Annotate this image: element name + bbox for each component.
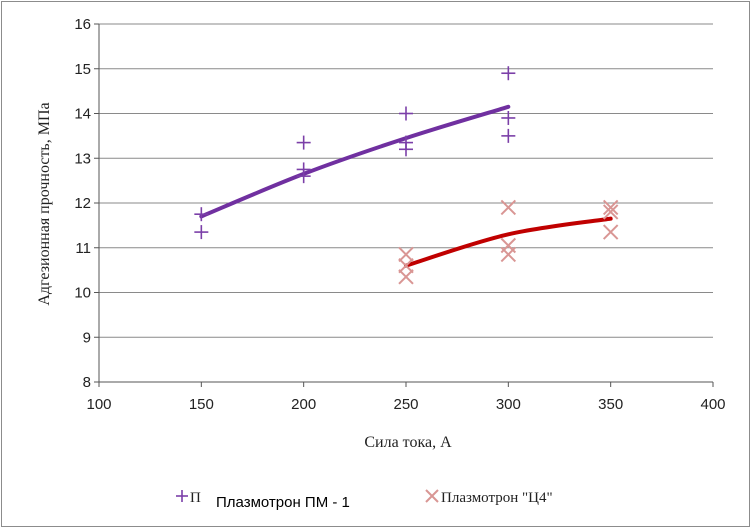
- legend-fragment-1: П: [190, 490, 201, 506]
- y-tick-label: 12: [74, 195, 91, 212]
- legend: П Плазмотрон ПМ - 1 Плазмотрон "Ц4": [176, 489, 553, 511]
- y-tick-label: 11: [75, 240, 91, 257]
- data-point-series-2: [602, 204, 619, 220]
- legend-marker-plus: [176, 490, 188, 502]
- data-point-series-2: [602, 224, 619, 240]
- data-point-series-1: [194, 225, 209, 240]
- y-tick-label: 13: [74, 150, 91, 167]
- trend-lines: [199, 104, 613, 268]
- data-point-series-1: [194, 207, 209, 222]
- x-tick-label: 250: [393, 396, 418, 413]
- x-tick-label: 200: [291, 396, 316, 413]
- y-axis-title: Адгезионная прочность, МПа: [36, 102, 53, 305]
- trend-line-series-2: [404, 216, 613, 268]
- data-point-series-2: [500, 199, 517, 216]
- trend-line-series-1: [199, 104, 511, 219]
- data-point-series-1: [399, 106, 413, 121]
- y-tick-label: 10: [74, 285, 91, 302]
- legend-plus-glyph: [176, 490, 188, 502]
- y-tick-label: 8: [83, 374, 91, 391]
- legend-marker-x: [425, 489, 439, 503]
- y-tick-label: 16: [74, 16, 91, 33]
- data-points: [194, 66, 619, 285]
- data-point-series-1: [296, 135, 311, 150]
- x-tick-label: 100: [86, 396, 111, 413]
- data-point-series-1: [501, 128, 516, 143]
- y-tick-label: 14: [74, 106, 91, 123]
- x-tick-label: 350: [598, 396, 623, 413]
- data-point-series-2: [500, 246, 517, 263]
- legend-label-2: Плазмотрон "Ц4": [441, 490, 553, 506]
- data-point-series-2: [398, 269, 414, 285]
- data-point-series-1: [501, 66, 516, 81]
- data-point-series-1: [399, 142, 413, 157]
- axes: 8 9 10 11 12 13 14 15 16 100 150 200 250 300 350 400: [74, 16, 725, 413]
- x-axis-title: Сила тока, А: [364, 434, 452, 451]
- data-point-series-2: [602, 199, 619, 216]
- data-point-series-1: [501, 110, 516, 125]
- legend-x-glyph: [425, 489, 439, 503]
- y-tick-label: 15: [74, 61, 91, 78]
- data-point-series-2: [398, 257, 414, 274]
- y-tick-label: 9: [83, 329, 91, 346]
- x-tick-label: 300: [496, 396, 521, 413]
- legend-label-1: Плазмотрон ПМ - 1: [216, 494, 350, 511]
- x-tick-label: 150: [189, 396, 214, 413]
- data-point-series-2: [398, 246, 414, 263]
- grid: [99, 23, 713, 338]
- data-point-series-1: [296, 169, 311, 184]
- x-tick-label: 400: [700, 396, 725, 413]
